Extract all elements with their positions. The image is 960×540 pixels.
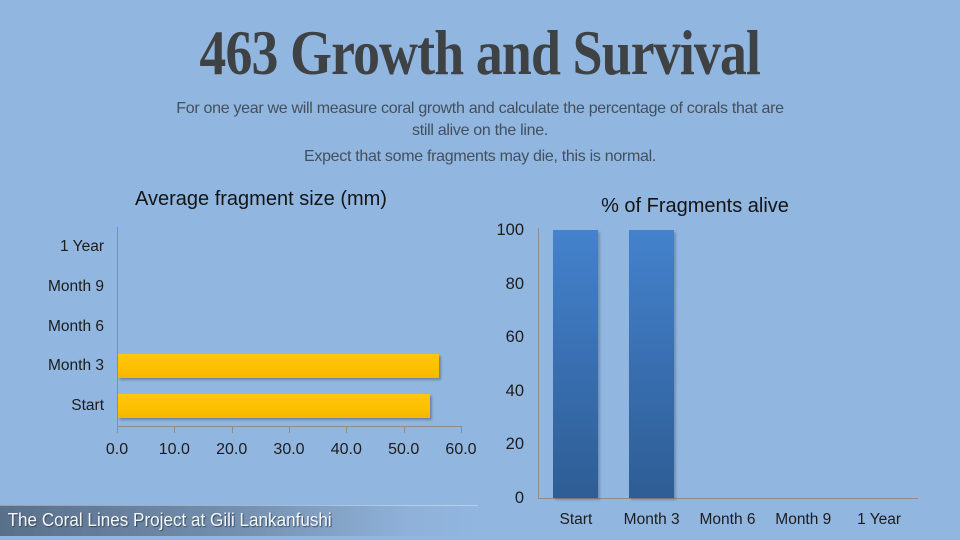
category-label: Start (559, 511, 593, 528)
category-label: 1 Year (60, 237, 104, 255)
y-axis-line (538, 228, 539, 498)
right-chart-title: % of Fragments alive (601, 195, 789, 217)
category-label: Start (71, 397, 104, 415)
footer-band: The Coral Lines Project at Gili Lankanfu… (0, 505, 478, 536)
x-tick-label: 50.0 (388, 441, 420, 458)
x-axis-tick (231, 426, 233, 433)
category-label: Month 3 (47, 357, 104, 375)
footer-text: The Coral Lines Project at Gili Lankanfu… (7, 510, 332, 530)
x-axis-tick (289, 426, 290, 433)
x-tick-label: 10.0 (158, 441, 190, 458)
y-tick-label: 20 (505, 435, 524, 454)
subtitle-line-2: still alive on the line. (412, 122, 548, 139)
category-label: Month 9 (47, 277, 104, 295)
x-tick-label: 0.0 (105, 441, 129, 458)
x-tick-label: 20.0 (216, 441, 248, 458)
left-chart-title: Average fragment size (mm) (135, 188, 387, 210)
x-axis-tick (403, 426, 405, 433)
x-axis-tick (461, 426, 462, 433)
category-label: Month 3 (623, 511, 680, 528)
y-tick-label: 60 (505, 328, 524, 347)
x-tick-label: 30.0 (273, 441, 305, 458)
category-label: Month 6 (47, 317, 104, 335)
y-axis-line (117, 227, 118, 426)
slide-note: Expect that some fragments may die, this… (304, 148, 656, 165)
category-label: Month 9 (775, 511, 832, 528)
x-axis-line (538, 498, 918, 499)
bar-start (118, 394, 431, 419)
x-axis-tick (117, 426, 118, 433)
y-tick-label: 80 (505, 274, 524, 293)
bar-month-3 (629, 230, 675, 498)
bar-month-3 (118, 354, 440, 379)
x-tick-label: 60.0 (445, 441, 477, 458)
y-tick-label: 0 (514, 489, 524, 507)
y-tick-label: 40 (505, 381, 524, 400)
slide-subtitle: For one year we will measure coral growt… (130, 98, 830, 142)
page-title-text: 463 Growth and Survival (199, 17, 762, 88)
subtitle-line-1: For one year we will measure coral growt… (176, 100, 784, 117)
category-label: 1 Year (857, 511, 902, 528)
x-tick-label: 40.0 (330, 441, 362, 458)
x-axis-tick (346, 426, 348, 433)
x-axis-tick (174, 426, 176, 433)
bar-start (553, 230, 599, 498)
category-label: Month 6 (699, 511, 756, 528)
page-title: 463 Growth and Survival (0, 16, 960, 90)
y-tick-label: 100 (496, 221, 524, 239)
